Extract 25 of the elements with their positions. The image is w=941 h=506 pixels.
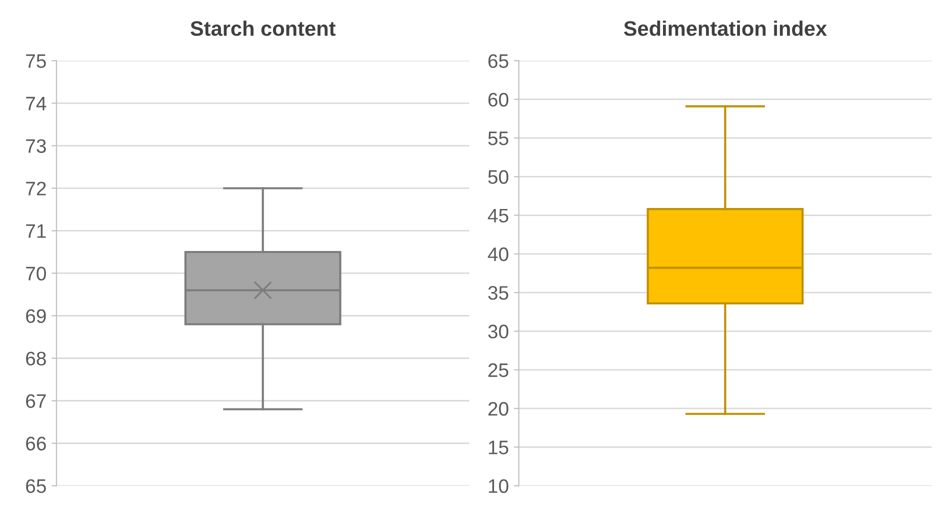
y-tick-label: 70 — [26, 266, 46, 280]
y-tick-label: 75 — [26, 54, 46, 68]
y-tick-label: 40 — [488, 247, 508, 262]
y-tick-label: 45 — [488, 208, 508, 223]
y-tick-label: 25 — [488, 363, 508, 378]
y-tick-label: 66 — [26, 436, 46, 450]
y-tick-label: 73 — [26, 139, 46, 153]
chart-title: Sedimentation index — [624, 20, 827, 36]
y-tick-label: 35 — [488, 286, 508, 300]
y-tick-label: 69 — [26, 309, 46, 323]
y-tick-label: 71 — [26, 224, 46, 238]
chart-title: Starch content — [190, 20, 336, 36]
y-tick-label: 50 — [488, 170, 508, 184]
y-tick-label: 68 — [26, 352, 46, 366]
y-tick-label: 30 — [488, 324, 508, 338]
y-tick-label: 67 — [26, 394, 46, 408]
y-tick-label: 20 — [488, 402, 508, 416]
y-tick-label: 10 — [488, 479, 508, 493]
y-tick-label: 74 — [26, 96, 46, 110]
y-tick-label: 65 — [488, 54, 508, 68]
y-tick-label: 65 — [26, 479, 46, 493]
y-tick-label: 15 — [488, 440, 508, 454]
y-tick-label: 60 — [488, 92, 508, 107]
y-tick-label: 72 — [26, 182, 46, 196]
y-tick-label: 55 — [488, 132, 508, 146]
